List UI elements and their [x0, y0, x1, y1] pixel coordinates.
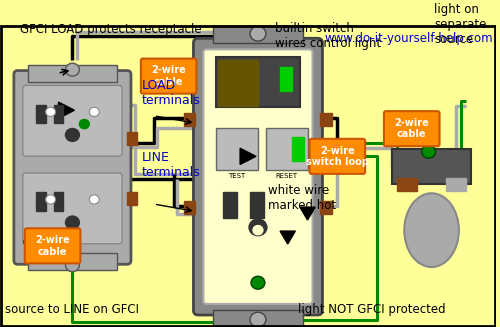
Circle shape: [24, 237, 36, 248]
Bar: [392, 149, 471, 184]
Bar: [280, 67, 291, 91]
FancyBboxPatch shape: [384, 111, 440, 146]
Text: GFCI LOAD protects receptacle: GFCI LOAD protects receptacle: [20, 23, 202, 36]
Circle shape: [90, 195, 99, 204]
Circle shape: [66, 63, 80, 76]
Circle shape: [250, 26, 266, 41]
Text: LOAD
terminals: LOAD terminals: [142, 79, 200, 107]
Bar: [216, 128, 258, 170]
Polygon shape: [300, 207, 315, 220]
Bar: [127, 132, 137, 145]
Bar: [184, 113, 196, 126]
Bar: [397, 179, 416, 191]
Bar: [28, 65, 117, 82]
Bar: [218, 60, 258, 106]
Circle shape: [46, 195, 56, 204]
Bar: [184, 201, 196, 214]
Bar: [214, 310, 302, 327]
Polygon shape: [240, 148, 256, 164]
Bar: [214, 25, 302, 43]
Text: LINE
terminals: LINE terminals: [142, 151, 200, 179]
Text: 2-wire
cable: 2-wire cable: [394, 118, 429, 140]
Circle shape: [90, 107, 99, 116]
Bar: [28, 253, 117, 270]
FancyBboxPatch shape: [14, 71, 131, 264]
Text: www.do-it-yourself-help.com: www.do-it-yourself-help.com: [324, 32, 493, 45]
Text: builtin switch
wires control light: builtin switch wires control light: [276, 22, 382, 49]
Text: 2-wire
cable: 2-wire cable: [152, 65, 186, 87]
Circle shape: [422, 145, 436, 158]
Bar: [127, 192, 137, 205]
Circle shape: [80, 119, 90, 129]
Circle shape: [249, 219, 267, 236]
Circle shape: [66, 259, 80, 272]
Text: 2-wire
cable: 2-wire cable: [35, 235, 70, 257]
Bar: [223, 192, 237, 218]
Polygon shape: [348, 140, 364, 156]
Bar: [36, 105, 46, 123]
Bar: [54, 192, 64, 211]
Circle shape: [66, 216, 80, 229]
FancyBboxPatch shape: [23, 173, 122, 244]
Bar: [320, 113, 332, 126]
Polygon shape: [280, 231, 295, 244]
Text: TEST: TEST: [228, 173, 246, 179]
Circle shape: [251, 276, 265, 289]
FancyBboxPatch shape: [23, 85, 122, 156]
Bar: [250, 192, 264, 218]
FancyBboxPatch shape: [194, 38, 322, 315]
Bar: [54, 105, 64, 123]
Polygon shape: [58, 102, 74, 118]
Bar: [216, 57, 300, 108]
Bar: [36, 192, 46, 211]
Text: white wire
marked hot: white wire marked hot: [268, 184, 336, 212]
FancyBboxPatch shape: [141, 59, 197, 94]
FancyBboxPatch shape: [25, 228, 80, 263]
Circle shape: [253, 226, 263, 235]
Text: RESET: RESET: [276, 173, 298, 179]
Text: source to LINE on GFCI: source to LINE on GFCI: [5, 303, 139, 317]
Bar: [292, 137, 304, 161]
Circle shape: [66, 129, 80, 141]
Bar: [320, 201, 332, 214]
Ellipse shape: [404, 193, 459, 267]
Text: light on
separate
source: light on separate source: [434, 4, 486, 46]
Text: 2-wire
switch loop: 2-wire switch loop: [306, 146, 369, 167]
Bar: [266, 128, 308, 170]
Bar: [446, 179, 466, 191]
Circle shape: [250, 312, 266, 327]
FancyBboxPatch shape: [310, 139, 365, 174]
FancyBboxPatch shape: [204, 49, 312, 304]
Circle shape: [46, 107, 56, 116]
Text: light NOT GFCI protected: light NOT GFCI protected: [298, 303, 446, 317]
